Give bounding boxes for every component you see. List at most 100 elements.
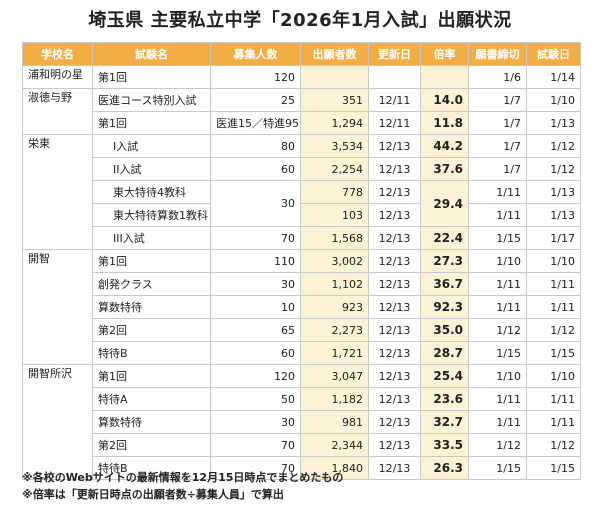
exam-date: 1/12 [526,157,581,181]
exam-date: 1/13 [526,203,581,227]
school-name: 開智 [22,249,93,365]
deadline: 1/12 [468,433,527,457]
updated-date [368,65,421,89]
school-name: 淑徳与野 [22,88,93,135]
ratio [420,65,469,89]
exam-name: 医進コース特別入試 [92,88,211,112]
exam-name: 特待A [92,387,211,411]
capacity: 70 [210,226,301,250]
table-row: 創発クラス 30 1,102 12/13 36.7 1/11 1/11 [23,272,581,296]
ratio: 22.4 [420,226,469,250]
ratio: 33.5 [420,433,469,457]
table-row: 栄東 I入試 80 3,534 12/13 44.2 1/7 1/12 [22,134,581,250]
table-row: 開智 第1回 110 3,002 12/13 27.3 1/10 1/10 [22,249,581,365]
table-row: 東大特待4教科 30 778 12/13 29.4 1/11 1/13 [23,180,581,227]
updated-date: 12/13 [368,318,421,342]
table-row: III入試 70 1,568 12/13 22.4 1/15 1/17 [23,226,581,250]
applicants: 1,294 [300,111,369,135]
exam-date: 1/13 [526,111,581,135]
updated-date: 12/13 [368,157,421,181]
capacity: 70 [210,433,301,457]
exam-date: 1/11 [526,410,581,434]
table-row: 浦和明の星 第1回 120 1/6 1/14 [22,65,581,89]
exam-date: 1/12 [526,433,581,457]
header-ratio: 倍率 [420,42,469,66]
exam-date: 1/12 [526,134,581,158]
updated-date: 12/13 [368,226,421,250]
exam-name: 創発クラス [92,272,211,296]
updated-date: 12/13 [368,203,421,227]
exam-name: 第2回 [92,318,211,342]
exam-name: 算数特待 [92,410,211,434]
capacity: 70 [210,456,301,480]
applicants: 2,254 [300,157,369,181]
deadline: 1/11 [468,410,527,434]
applicants: 778 [300,180,369,204]
capacity: 50 [210,387,301,411]
header-deadline: 願書締切 [468,42,527,66]
capacity: 30 [210,272,301,296]
table-row: 算数特待 30 981 12/13 32.7 1/11 1/11 [23,410,581,434]
deadline: 1/11 [468,272,527,296]
exam-name: III入試 [92,226,211,250]
exam-name: 第2回 [92,433,211,457]
updated-date: 12/13 [368,295,421,319]
capacity: 65 [210,318,301,342]
ratio: 14.0 [420,88,469,112]
table-row: 特待B 70 1,840 12/13 26.3 1/15 1/15 [23,456,581,480]
school-name: 浦和明の星 [22,65,93,89]
capacity: 30 [210,180,301,227]
school-name: 栄東 [22,134,93,250]
applicants: 981 [300,410,369,434]
applicants: 3,047 [300,364,369,388]
exam-date: 1/11 [526,387,581,411]
school-name: 開智所沢 [22,364,93,480]
updated-date: 12/13 [368,341,421,365]
deadline: 1/10 [468,249,527,273]
footnote: ※倍率は「更新日時点の出願者数÷募集人員」で算出 [22,488,284,501]
header-capacity: 募集人数 [210,42,301,66]
capacity: 10 [210,295,301,319]
deadline: 1/7 [468,111,527,135]
deadline: 1/15 [468,341,527,365]
applicants: 923 [300,295,369,319]
capacity: 110 [210,249,301,273]
exam-name: 特待B [92,341,211,365]
ratio: 25.4 [420,364,469,388]
ratio: 27.3 [420,249,469,273]
applicants: 2,273 [300,318,369,342]
updated-date: 12/13 [368,364,421,388]
updated-date: 12/11 [368,88,421,112]
applicants: 3,002 [300,249,369,273]
capacity: 120 [210,364,301,388]
exam-name: 第1回 [92,364,211,388]
table-row: 特待B 60 1,721 12/13 28.7 1/15 1/15 [23,341,581,365]
applicants: 1,568 [300,226,369,250]
deadline: 1/11 [468,295,527,319]
ratio: 35.0 [420,318,469,342]
table-row: 第2回 70 2,344 12/13 33.5 1/12 1/12 [23,433,581,457]
updated-date: 12/13 [368,134,421,158]
exam-date: 1/13 [526,180,581,204]
deadline: 1/11 [468,203,527,227]
page-title: 埼玉県 主要私立中学「2026年1月入試」出願状況 [88,10,512,31]
table-row: 特待A 50 1,182 12/13 23.6 1/11 1/11 [23,387,581,411]
applicants: 103 [300,203,369,227]
exam-name: 特待B [92,456,211,480]
deadline: 1/15 [468,226,527,250]
updated-date: 12/11 [368,111,421,135]
header-exam-date: 試験日 [526,42,581,66]
deadline: 1/10 [468,364,527,388]
exam-name: 第1回 [92,65,211,89]
ratio: 11.8 [420,111,469,135]
ratio: 36.7 [420,272,469,296]
exam-date: 1/15 [526,341,581,365]
exam-date: 1/11 [526,272,581,296]
application-status-table: 学校名 試験名 募集人数 出願者数 更新日 倍率 願書締切 試験日 浦和明の星 … [22,42,581,480]
applicants: 1,840 [300,456,369,480]
applicants [300,65,369,89]
applicants: 2,344 [300,433,369,457]
deadline: 1/11 [468,180,527,204]
deadline: 1/15 [468,456,527,480]
ratio: 37.6 [420,157,469,181]
